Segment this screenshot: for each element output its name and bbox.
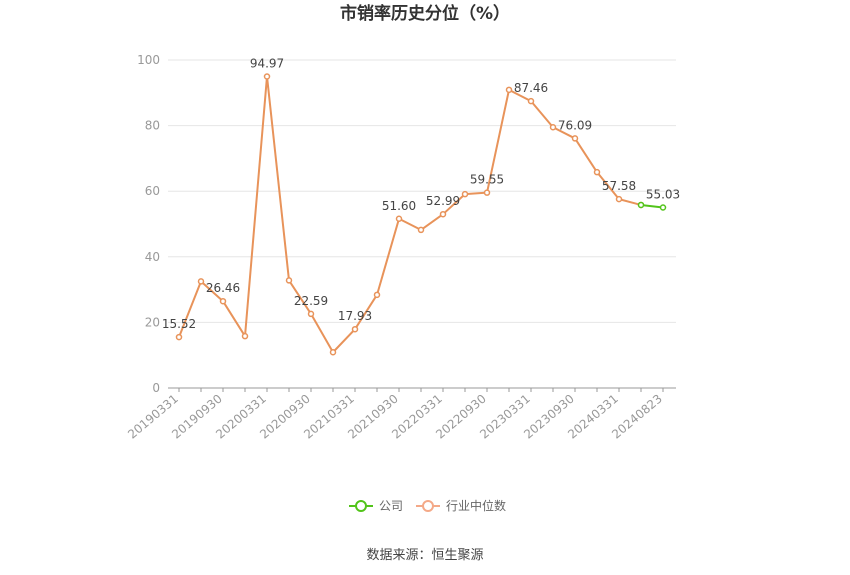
- data-point[interactable]: [461, 190, 469, 198]
- data-point[interactable]: [351, 325, 359, 333]
- data-label: 51.60: [382, 199, 416, 213]
- y-tick-label: 0: [152, 381, 160, 395]
- data-point[interactable]: [549, 123, 557, 131]
- data-label: 55.03: [646, 188, 680, 202]
- data-label: 17.93: [338, 309, 372, 323]
- data-point[interactable]: [593, 168, 601, 176]
- data-point[interactable]: [241, 332, 249, 340]
- data-point[interactable]: [527, 97, 535, 105]
- source-note: 数据来源：恒生聚源: [366, 548, 483, 563]
- legend-swatch-marker: [422, 500, 434, 512]
- data-label: 15.52: [162, 317, 196, 331]
- data-point[interactable]: [395, 215, 403, 223]
- data-point[interactable]: [219, 297, 227, 305]
- y-tick-label: 60: [145, 184, 160, 198]
- data-label: 87.46: [514, 81, 548, 95]
- data-labels: 15.52 26.46 94.97 22.59 17.93 51.60 52.99 59.55…: [162, 56, 680, 331]
- data-point[interactable]: [659, 204, 667, 211]
- data-point[interactable]: [373, 291, 381, 299]
- y-tick-label: 20: [145, 315, 160, 329]
- series-line: [640, 203, 664, 209]
- data-point[interactable]: [197, 278, 205, 285]
- data-point[interactable]: [615, 195, 623, 203]
- legend[interactable]: 公司 行业中位数: [349, 498, 506, 513]
- legend-swatch-marker: [355, 500, 367, 512]
- data-point[interactable]: [571, 135, 579, 142]
- data-label: 26.46: [206, 281, 240, 295]
- data-point[interactable]: [417, 226, 425, 234]
- data-point[interactable]: [637, 201, 645, 209]
- y-tick-label: 40: [145, 250, 160, 264]
- data-point[interactable]: [329, 348, 337, 356]
- legend-item[interactable]: 公司: [349, 499, 403, 513]
- series-group: [175, 73, 667, 356]
- legend-label: 行业中位数: [446, 498, 506, 513]
- data-label: 57.58: [602, 179, 636, 193]
- data-point[interactable]: [307, 310, 315, 318]
- data-point[interactable]: [175, 333, 183, 341]
- data-label: 22.59: [294, 294, 328, 308]
- data-label: 52.99: [426, 194, 460, 208]
- data-point[interactable]: [505, 86, 513, 94]
- chart-title: 市销率历史分位（%）: [340, 3, 510, 24]
- data-point[interactable]: [263, 73, 271, 80]
- data-label: 59.55: [470, 173, 504, 187]
- legend-label: 公司: [379, 499, 403, 513]
- y-tick-label: 100: [137, 53, 160, 67]
- x-axis: 2019033120190930202003312020093020210331…: [125, 387, 676, 442]
- legend-item[interactable]: 行业中位数: [416, 498, 506, 513]
- data-point[interactable]: [285, 277, 293, 284]
- grid: [168, 59, 676, 323]
- y-axis: 0 20 40 60 80 100: [137, 53, 160, 395]
- y-tick-label: 80: [145, 119, 160, 133]
- series-line: [178, 75, 642, 354]
- data-label: 94.97: [250, 56, 284, 70]
- data-point[interactable]: [439, 210, 447, 218]
- data-label: 76.09: [558, 118, 592, 132]
- data-point[interactable]: [483, 189, 491, 196]
